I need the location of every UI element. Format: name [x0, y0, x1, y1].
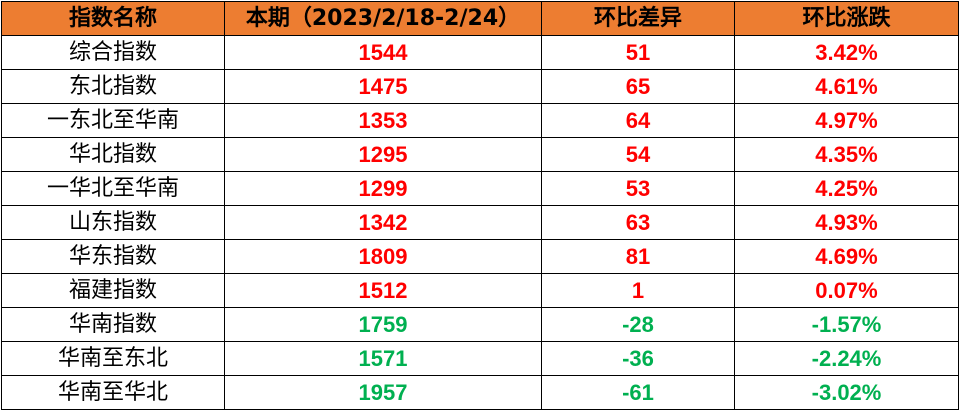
pct-cell: 4.25% [734, 171, 959, 206]
header-index-name: 指数名称 [1, 1, 225, 36]
diff-cell: 65 [541, 69, 735, 104]
value-cell: 1295 [224, 137, 542, 172]
diff-cell: 51 [541, 35, 735, 70]
diff-cell: 64 [541, 103, 735, 138]
table-row: 一华北至华南 1299 53 4.25% [1, 171, 959, 206]
table-row: 山东指数 1342 63 4.93% [1, 205, 959, 240]
table-row: 华南指数 1759 -28 -1.57% [1, 307, 959, 342]
diff-cell: -61 [541, 375, 735, 410]
index-name-cell: 一东北至华南 [1, 103, 225, 138]
header-diff: 环比差异 [541, 1, 735, 36]
table-row: 一东北至华南 1353 64 4.97% [1, 103, 959, 138]
header-change-pct: 环比涨跌 [734, 1, 959, 36]
header-current-period: 本期（2023/2/18-2/24） [224, 1, 542, 36]
pct-cell: -1.57% [734, 307, 959, 342]
table-row: 华北指数 1295 54 4.35% [1, 137, 959, 172]
index-name-cell: 华南指数 [1, 307, 225, 342]
index-name-cell: 福建指数 [1, 273, 225, 308]
pct-cell: 4.93% [734, 205, 959, 240]
diff-cell: -36 [541, 341, 735, 376]
index-name-cell: 东北指数 [1, 69, 225, 104]
index-name-cell: 山东指数 [1, 205, 225, 240]
pct-cell: -3.02% [734, 375, 959, 410]
diff-cell: 53 [541, 171, 735, 206]
pct-cell: 0.07% [734, 273, 959, 308]
diff-cell: 63 [541, 205, 735, 240]
header-row: 指数名称 本期（2023/2/18-2/24） 环比差异 环比涨跌 [1, 1, 959, 36]
diff-cell: -28 [541, 307, 735, 342]
index-name-cell: 华东指数 [1, 239, 225, 274]
table-row: 综合指数 1544 51 3.42% [1, 35, 959, 70]
value-cell: 1809 [224, 239, 542, 274]
value-cell: 1299 [224, 171, 542, 206]
table-row: 华南至华北 1957 -61 -3.02% [1, 375, 959, 410]
value-cell: 1353 [224, 103, 542, 138]
value-cell: 1957 [224, 375, 542, 410]
index-name-cell: 华北指数 [1, 137, 225, 172]
diff-cell: 1 [541, 273, 735, 308]
value-cell: 1342 [224, 205, 542, 240]
pct-cell: 4.69% [734, 239, 959, 274]
table-row: 华南至东北 1571 -36 -2.24% [1, 341, 959, 376]
pct-cell: -2.24% [734, 341, 959, 376]
table-row: 华东指数 1809 81 4.69% [1, 239, 959, 274]
value-cell: 1544 [224, 35, 542, 70]
index-name-cell: 综合指数 [1, 35, 225, 70]
pct-cell: 4.61% [734, 69, 959, 104]
table-row: 东北指数 1475 65 4.61% [1, 69, 959, 104]
pct-cell: 4.35% [734, 137, 959, 172]
pct-cell: 3.42% [734, 35, 959, 70]
diff-cell: 54 [541, 137, 735, 172]
value-cell: 1475 [224, 69, 542, 104]
value-cell: 1512 [224, 273, 542, 308]
value-cell: 1571 [224, 341, 542, 376]
index-name-cell: 华南至东北 [1, 341, 225, 376]
diff-cell: 81 [541, 239, 735, 274]
index-name-cell: 华南至华北 [1, 375, 225, 410]
pct-cell: 4.97% [734, 103, 959, 138]
index-name-cell: 一华北至华南 [1, 171, 225, 206]
value-cell: 1759 [224, 307, 542, 342]
table-row: 福建指数 1512 1 0.07% [1, 273, 959, 308]
